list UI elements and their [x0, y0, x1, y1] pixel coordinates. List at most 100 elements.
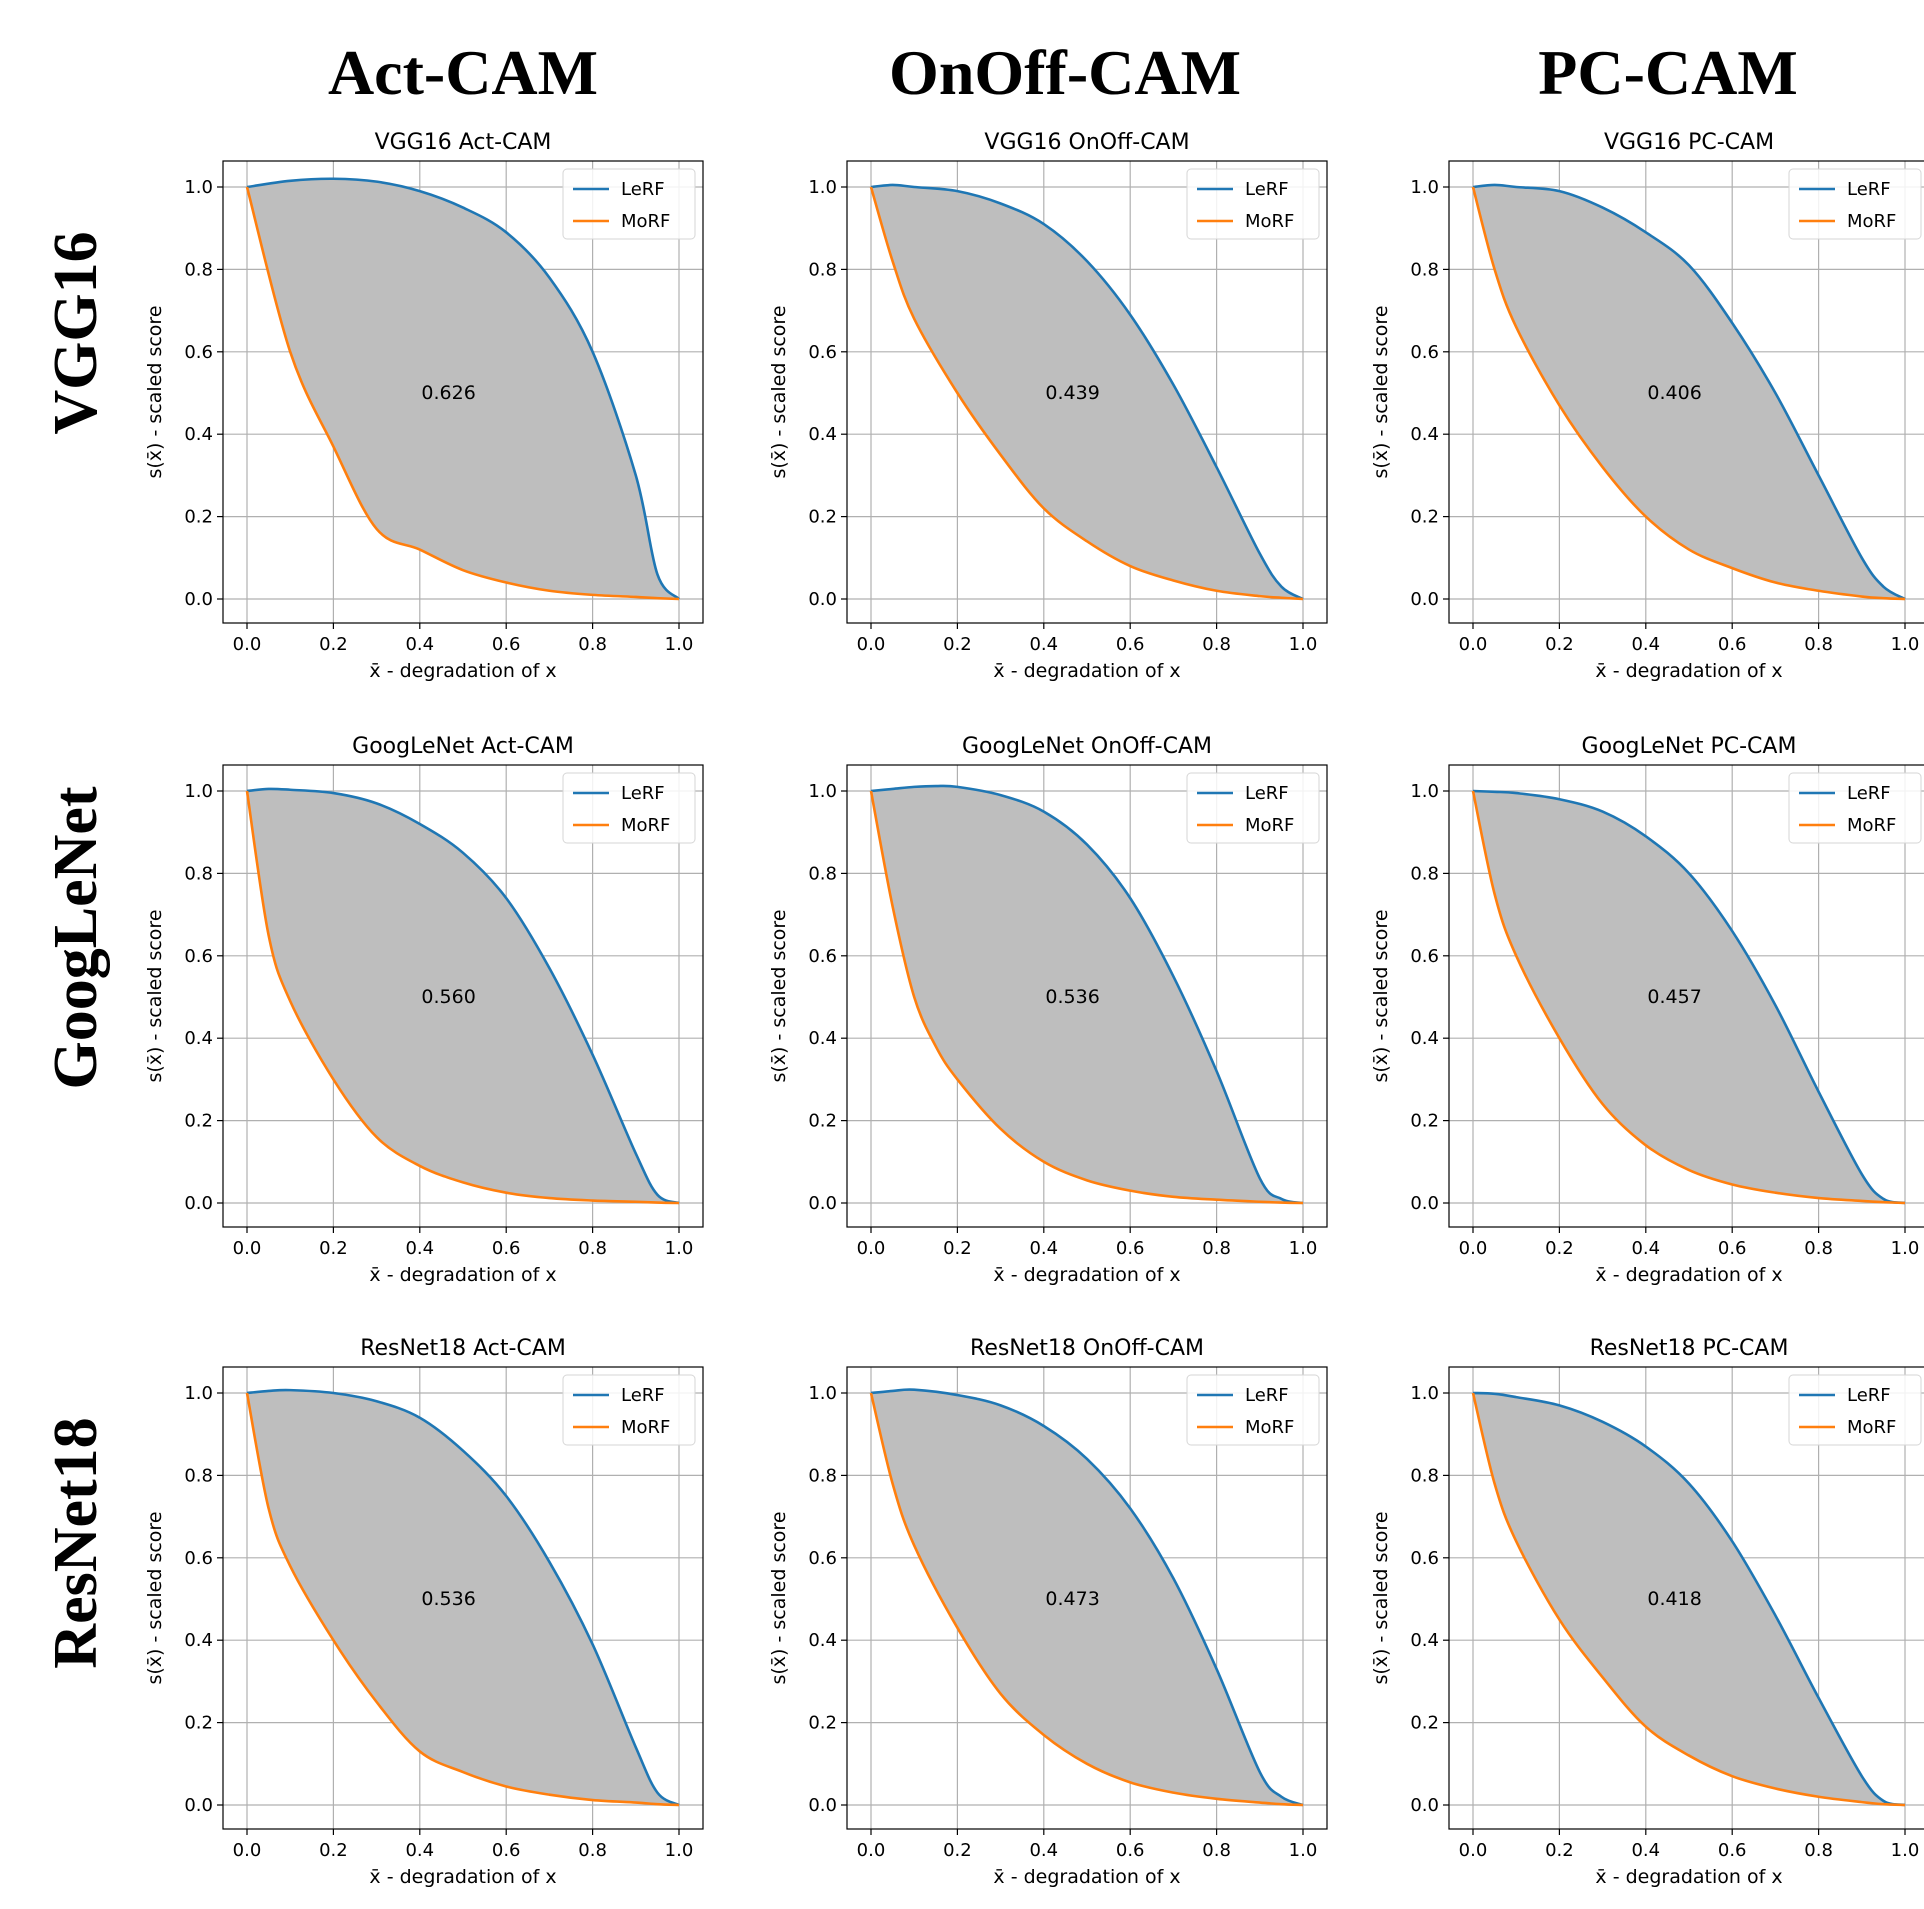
x-tick-label: 0.2 [319, 634, 348, 655]
x-tick-label: 0.8 [1202, 1840, 1231, 1861]
y-tick-label: 0.0 [1410, 589, 1439, 610]
auc-annotation: 0.473 [1045, 1588, 1099, 1610]
area-between-curves [871, 785, 1303, 1203]
x-tick-label: 1.0 [665, 1840, 694, 1861]
y-tick-label: 1.0 [184, 177, 213, 198]
x-axis-label: x̄ - degradation of x [1595, 1264, 1782, 1286]
y-tick-label: 0.0 [184, 1193, 213, 1214]
axes-frame [222, 1366, 704, 1830]
x-tick-label: 0.6 [1116, 634, 1145, 655]
x-tick-label: 0.0 [233, 1840, 262, 1861]
x-tick-label: 1.0 [665, 634, 694, 655]
chart-panel-4: 0.0 0.2 0.4 0.6 0.8 1.0 0.0 0.2 0.4 0.6 0.8 1.0 Goog… [768, 734, 1328, 1286]
chart-title: GoogLeNet PC-CAM [1582, 734, 1797, 759]
y-tick-label: 0.8 [184, 259, 213, 280]
x-tick-label: 0.4 [1029, 1238, 1058, 1259]
x-tick-label: 0.0 [857, 1238, 886, 1259]
chart-panel-1: 0.0 0.2 0.4 0.6 0.8 1.0 0.0 0.2 0.4 0.6 0.8 1.0 VGG1… [768, 130, 1328, 682]
x-tick-label: 0.6 [1718, 1238, 1747, 1259]
morf-line [245, 1392, 680, 1807]
auc-annotation: 0.626 [421, 382, 475, 404]
x-tick-label: 0.4 [405, 634, 434, 655]
lerf-line [870, 183, 1304, 601]
auc-annotation: 0.457 [1647, 986, 1701, 1008]
x-tick-label: 0.0 [857, 1840, 886, 1861]
legend-label-lerf: LeRF [1245, 783, 1289, 804]
x-tick-label: 0.2 [1545, 634, 1574, 655]
area-between-curves [247, 788, 679, 1203]
chart-title: VGG16 PC-CAM [1604, 130, 1774, 155]
y-tick-label: 0.8 [1410, 863, 1439, 884]
chart-panel-3: 0.0 0.2 0.4 0.6 0.8 1.0 0.0 0.2 0.4 0.6 0.8 1.0 Goog… [144, 734, 704, 1286]
y-tick-label: 0.4 [808, 1630, 837, 1651]
y-tick-label: 0.8 [808, 863, 837, 884]
column-header-1: OnOff-CAM [889, 37, 1241, 108]
morf-line [869, 790, 1304, 1205]
chart-panel-6: 0.0 0.2 0.4 0.6 0.8 1.0 0.0 0.2 0.4 0.6 0.8 1.0 ResN… [144, 1336, 704, 1888]
y-tick-label: 0.4 [1410, 1028, 1439, 1049]
y-tick-label: 0.4 [1410, 424, 1439, 445]
y-tick-label: 0.8 [184, 863, 213, 884]
chart-title: GoogLeNet Act-CAM [352, 734, 574, 759]
x-tick-label: 0.0 [1459, 1840, 1488, 1861]
chart-title: ResNet18 PC-CAM [1590, 1336, 1789, 1361]
legend-label-morf: MoRF [1847, 815, 1896, 836]
auc-annotation: 0.406 [1647, 382, 1701, 404]
y-tick-label: 0.4 [808, 1028, 837, 1049]
area-between-curves [1473, 1393, 1905, 1805]
legend: LeRF MoRF [1186, 772, 1320, 844]
x-tick-label: 1.0 [1289, 634, 1318, 655]
legend-label-morf: MoRF [621, 815, 670, 836]
chart-title: GoogLeNet OnOff-CAM [962, 734, 1212, 759]
y-tick-label: 0.2 [808, 507, 837, 528]
morf-line [869, 186, 1304, 601]
x-tick-label: 0.2 [1545, 1840, 1574, 1861]
x-axis-label: x̄ - degradation of x [369, 660, 556, 682]
auc-annotation: 0.536 [1045, 986, 1099, 1008]
legend: LeRF MoRF [562, 168, 696, 240]
x-tick-label: 0.6 [492, 1238, 521, 1259]
area-between-curves [247, 178, 679, 599]
y-axis-label: s(x̄) - scaled score [144, 909, 166, 1082]
y-tick-label: 0.4 [184, 1028, 213, 1049]
lerf-line [1472, 789, 1906, 1205]
y-axis-label: s(x̄) - scaled score [768, 1511, 790, 1684]
axes-frame [1448, 764, 1924, 1228]
morf-line [245, 186, 680, 601]
chart-panel-8: 0.0 0.2 0.4 0.6 0.8 1.0 0.0 0.2 0.4 0.6 0.8 1.0 ResN… [1370, 1336, 1924, 1888]
row-header-0: VGG16 [42, 231, 110, 434]
y-tick-label: 0.8 [1410, 259, 1439, 280]
legend: LeRF MoRF [562, 772, 696, 844]
x-tick-label: 0.0 [1459, 1238, 1488, 1259]
y-tick-label: 0.0 [184, 589, 213, 610]
x-tick-label: 0.4 [1631, 1238, 1660, 1259]
y-tick-label: 0.4 [184, 1630, 213, 1651]
y-tick-label: 0.4 [1410, 1630, 1439, 1651]
y-tick-label: 0.0 [808, 589, 837, 610]
x-tick-label: 0.0 [233, 634, 262, 655]
y-tick-label: 0.0 [808, 1193, 837, 1214]
y-tick-label: 0.6 [1410, 1548, 1439, 1569]
x-tick-label: 0.6 [492, 634, 521, 655]
x-tick-label: 1.0 [1289, 1238, 1318, 1259]
x-tick-label: 0.4 [1029, 634, 1058, 655]
legend: LeRF MoRF [1186, 168, 1320, 240]
legend-label-morf: MoRF [1245, 815, 1294, 836]
x-tick-label: 1.0 [665, 1238, 694, 1259]
lerf-line [1472, 1391, 1906, 1807]
area-between-curves [871, 184, 1303, 599]
x-axis-label: x̄ - degradation of x [369, 1866, 556, 1888]
x-tick-label: 0.2 [943, 634, 972, 655]
y-tick-label: 0.8 [808, 1465, 837, 1486]
x-tick-label: 0.8 [1202, 1238, 1231, 1259]
legend: LeRF MoRF [1788, 168, 1922, 240]
y-tick-label: 0.6 [184, 1548, 213, 1569]
x-tick-label: 0.6 [1718, 634, 1747, 655]
x-tick-label: 1.0 [1891, 1238, 1920, 1259]
x-tick-label: 0.4 [1631, 634, 1660, 655]
legend-label-lerf: LeRF [1847, 179, 1891, 200]
chart-title: ResNet18 Act-CAM [360, 1336, 566, 1361]
x-axis-label: x̄ - degradation of x [993, 1866, 1180, 1888]
lerf-line [1472, 183, 1906, 601]
